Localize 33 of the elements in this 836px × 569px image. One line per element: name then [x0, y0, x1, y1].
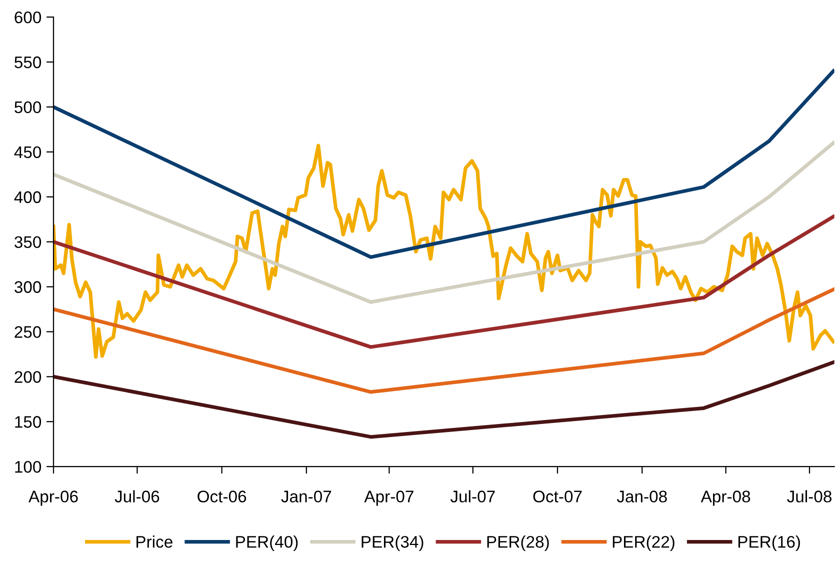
y-tick-label: 450 [14, 146, 42, 158]
x-tick-label: Jul-08 [787, 490, 832, 502]
y-tick-label: 550 [14, 56, 42, 68]
x-tick-label: Jul-06 [114, 490, 160, 502]
x-tick-label: Apr-08 [700, 490, 750, 506]
y-tick-label: 300 [14, 281, 42, 293]
y-tick-label: 500 [14, 101, 42, 114]
y-tick-label: 250 [14, 326, 42, 338]
line-series [54, 144, 834, 359]
y-tick-label: 150 [15, 416, 42, 428]
y-tick-label: 200 [14, 371, 42, 383]
y-tick-label: 100 [15, 460, 42, 473]
legend-label: Price [136, 536, 172, 548]
line-series [54, 141, 834, 304]
y-tick-label: 600 [14, 11, 42, 24]
legend-label: PER(40) [236, 536, 298, 552]
y-tick-label: 350 [14, 236, 42, 248]
x-tick-label: Apr-06 [28, 490, 78, 506]
x-tick-label: Oct-07 [533, 490, 582, 502]
line-series [54, 214, 834, 349]
legend-label: PER(28) [487, 536, 549, 552]
line-series [54, 288, 834, 394]
legend-label: PER(34) [362, 536, 424, 552]
x-tick-label: Jan-08 [616, 490, 667, 502]
x-tick-label: Apr-07 [364, 490, 414, 506]
x-tick-label: Jan-07 [281, 490, 332, 502]
x-tick-label: Jul-07 [450, 490, 495, 502]
y-tick-label: 400 [14, 191, 42, 204]
line-series [54, 69, 834, 259]
x-tick-label: Oct-06 [198, 490, 246, 502]
line-series [54, 360, 834, 439]
legend-label: PER(16) [738, 536, 800, 552]
legend-label: PER(22) [612, 536, 674, 552]
